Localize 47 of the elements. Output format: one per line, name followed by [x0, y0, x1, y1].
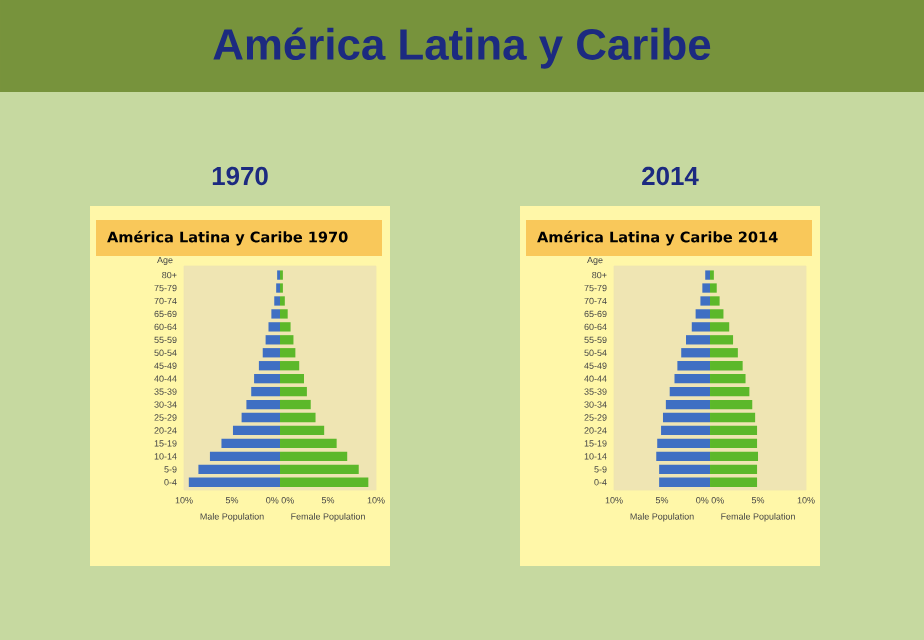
bar — [710, 451, 759, 462]
bar — [710, 464, 758, 474]
bar — [659, 464, 711, 474]
bar — [280, 451, 348, 462]
bar — [241, 412, 281, 423]
bar — [251, 386, 281, 397]
bar — [280, 425, 325, 436]
bar — [188, 477, 281, 487]
bar — [710, 386, 750, 397]
bar — [280, 438, 337, 449]
bar — [710, 399, 753, 410]
bar — [656, 451, 711, 462]
bar — [674, 374, 711, 384]
bar — [254, 374, 281, 384]
bar — [258, 361, 281, 371]
bar — [710, 374, 746, 384]
bar — [665, 399, 711, 410]
bar — [681, 348, 711, 358]
bar — [262, 348, 281, 358]
chart-title: 1970 — [212, 166, 268, 186]
bar — [280, 361, 300, 371]
bar — [662, 412, 711, 423]
bar — [710, 438, 758, 449]
chart-title: 2014 — [642, 166, 699, 186]
bar — [280, 399, 311, 410]
bar — [710, 361, 743, 371]
text: América Latina y Caribe — [213, 27, 711, 69]
bar — [280, 412, 316, 423]
bar — [232, 425, 281, 436]
bar — [710, 348, 738, 358]
bar — [669, 386, 711, 397]
bar — [710, 477, 758, 487]
bar — [280, 386, 307, 397]
bar — [677, 361, 711, 371]
bar — [221, 438, 281, 449]
bar — [198, 464, 281, 474]
bar — [246, 399, 281, 410]
bar — [710, 425, 758, 436]
bar — [657, 438, 711, 449]
bar — [280, 348, 296, 358]
bar — [280, 374, 305, 384]
bar — [280, 464, 359, 474]
bar — [661, 425, 711, 436]
bar — [280, 477, 369, 487]
bar — [710, 412, 756, 423]
bar — [659, 477, 711, 487]
bar — [209, 451, 281, 462]
